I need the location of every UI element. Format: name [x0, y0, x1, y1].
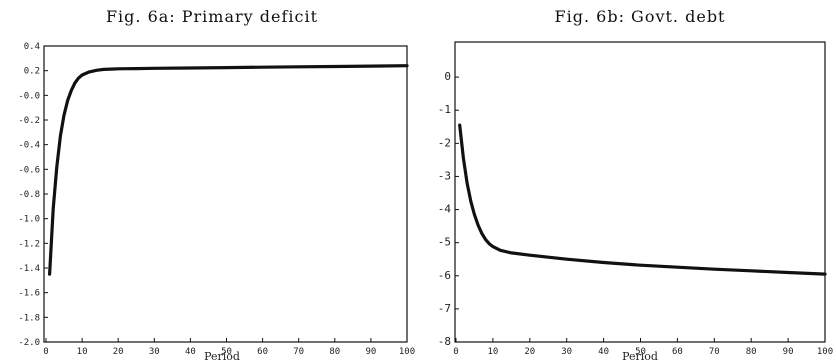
chart-6b-y-tick-label: -2 — [438, 136, 451, 149]
chart-6a-series-line — [48, 64, 409, 276]
chart-6b-y-tick-label: -8 — [438, 335, 451, 348]
chart-6a-x-tick-label: 90 — [365, 347, 376, 357]
chart-6b-y-tick-label: -6 — [438, 269, 451, 282]
chart-6b-series-line — [458, 123, 827, 276]
chart-6b-x-tick-label: 20 — [524, 347, 535, 357]
chart-6a-y-tick-label: -0.4 — [18, 141, 40, 151]
chart-6a-y-tick-label: -2.0 — [18, 338, 40, 348]
chart-6a-y-tick-label: -0.8 — [18, 190, 40, 200]
chart-6b-x-tick-label: 80 — [746, 347, 757, 357]
chart-6b-x-tick-label: 10 — [487, 347, 498, 357]
chart-6b-x-tick-label: 30 — [561, 347, 572, 357]
chart-6b-plot-frame — [454, 41, 826, 343]
chart-6a-x-tick-label: 20 — [113, 347, 124, 357]
chart-6a-y-tick-label: -0.0 — [18, 91, 40, 101]
chart-6b: Fig. 6b: Govt. debt 0 -1 -2 -3 -4 -5 -6 -7 -8 0 1… — [438, 7, 833, 363]
chart-6a-x-tick-label: 50 — [221, 347, 232, 357]
chart-6b-y-tick-label: -3 — [438, 169, 451, 182]
chart-6b-y-axis: 0 -1 -2 -3 -4 -5 -6 -7 -8 — [438, 70, 459, 348]
chart-6b-x-tick-label: 100 — [817, 347, 833, 357]
chart-6a-x-tick-label: 100 — [399, 347, 415, 357]
chart-6a-y-tick-label: -1.0 — [18, 215, 40, 225]
chart-6a-y-tick-label: 0.2 — [24, 67, 40, 77]
chart-6a-y-tick-label: -1.8 — [18, 313, 40, 323]
chart-6a-y-tick-label: -0.2 — [18, 116, 40, 126]
chart-6a-x-tick-label: 70 — [293, 347, 304, 357]
chart-6b-x-tick-label: 70 — [709, 347, 720, 357]
chart-6a-y-tick-label: 0.4 — [24, 42, 40, 52]
chart-6a-y-tick-label: -0.6 — [18, 165, 40, 175]
chart-6b-x-tick-label: 40 — [598, 347, 609, 357]
chart-6a-title: Fig. 6a: Primary deficit — [106, 7, 318, 26]
chart-6a-x-tick-label: 30 — [149, 347, 160, 357]
chart-6a-x-axis: 0 10 20 30 40 50 60 70 80 90 100 — [43, 338, 415, 357]
chart-6a-x-tick-label: 80 — [329, 347, 340, 357]
chart-6a-y-tick-label: -1.2 — [18, 239, 40, 249]
chart-6a-x-tick-label: 60 — [257, 347, 268, 357]
chart-6a-y-tick-label: -1.6 — [18, 289, 40, 299]
chart-6b-y-tick-label: -4 — [438, 203, 452, 216]
chart-6a: Fig. 6a: Primary deficit 0.4 0.2 -0.0 -0.2 -… — [18, 7, 415, 363]
chart-6b-x-tick-label: 90 — [783, 347, 794, 357]
chart-6b-y-tick-label: -1 — [438, 103, 451, 116]
chart-6b-x-axis: 0 10 20 30 40 50 60 70 80 90 100 — [453, 338, 833, 357]
chart-6b-x-tick-label: 60 — [672, 347, 683, 357]
chart-6b-y-tick-label: -7 — [438, 302, 451, 315]
chart-6a-x-label: Period — [204, 350, 240, 363]
chart-6b-x-tick-label: 0 — [453, 347, 458, 357]
chart-6a-y-axis: 0.4 0.2 -0.0 -0.2 -0.4 -0.6 -0.8 -1.0 -1.2 -1.4 -1… — [18, 42, 48, 348]
chart-6a-x-tick-label: 10 — [77, 347, 88, 357]
chart-6b-y-tick-label: 0 — [444, 70, 451, 83]
chart-6a-x-tick-label: 0 — [43, 347, 48, 357]
chart-6a-plot-frame — [43, 45, 408, 343]
chart-6a-y-tick-label: -1.4 — [18, 264, 40, 274]
chart-6b-x-label: Period — [622, 350, 658, 363]
chart-6b-title: Fig. 6b: Govt. debt — [555, 7, 726, 26]
chart-6b-y-tick-label: -5 — [438, 236, 451, 249]
chart-6a-x-tick-label: 40 — [185, 347, 196, 357]
chart-6b-x-tick-label: 50 — [635, 347, 646, 357]
